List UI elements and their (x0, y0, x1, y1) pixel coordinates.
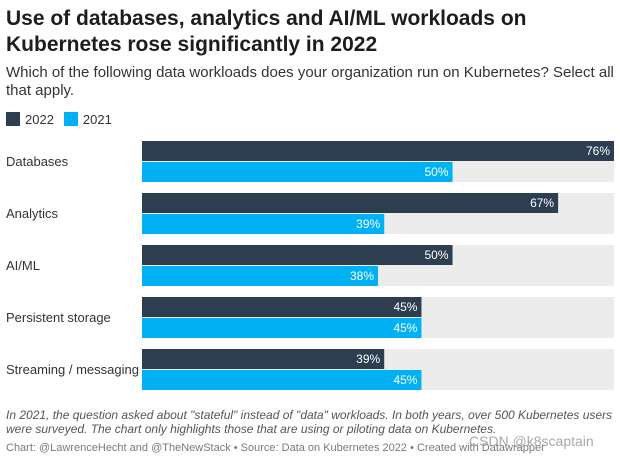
data-label-2022-analytics: 67% (530, 196, 554, 210)
category-label-ai-ml: AI/ML (6, 258, 40, 273)
data-label-2021-databases: 50% (424, 165, 448, 179)
legend: 2022 2021 (6, 111, 122, 127)
chart-subtitle: Which of the following data workloads do… (6, 64, 614, 99)
chart-source: Chart: @LawrenceHecht and @TheNewStack •… (6, 442, 545, 454)
data-label-2021-ai-ml: 38% (350, 269, 374, 283)
bar-2022-streaming-messaging (142, 349, 385, 369)
bar-2021-analytics (142, 214, 385, 234)
legend-item-2022: 2022 (6, 112, 54, 127)
chart-notes: In 2021, the question asked about "state… (6, 408, 613, 436)
legend-item-2021: 2021 (63, 111, 112, 127)
data-label-2022-persistent-storage: 45% (393, 300, 417, 314)
chart-title: Use of databases, analytics and AI/ML wo… (6, 7, 527, 56)
data-label-2021-streaming-messaging: 45% (393, 373, 417, 387)
bar-2021-persistent-storage (142, 318, 422, 338)
data-label-2022-ai-ml: 50% (424, 248, 448, 262)
bar-2021-streaming-messaging (142, 370, 422, 390)
category-label-databases: Databases (6, 154, 69, 169)
legend-label-2022: 2022 (25, 111, 54, 127)
bar-2022-analytics (142, 193, 559, 213)
data-label-2022-databases: 76% (586, 144, 610, 158)
bar-2022-persistent-storage (142, 297, 422, 317)
bar-2022-databases (142, 141, 614, 161)
category-label-streaming-messaging: Streaming / messaging (6, 362, 139, 377)
bar-2021-databases (142, 162, 453, 182)
category-label-persistent-storage: Persistent storage (6, 310, 111, 325)
data-label-2022-streaming-messaging: 39% (356, 352, 380, 366)
category-label-analytics: Analytics (6, 206, 59, 221)
data-label-2021-persistent-storage: 45% (393, 321, 417, 335)
legend-label-2021: 2021 (82, 111, 112, 127)
legend-swatch-2021 (63, 112, 78, 126)
bar-2022-ai-ml (142, 245, 453, 265)
bar-chart: Databases 76% 50% Analytics 67% 39% AI/ML 50% 38… (6, 141, 614, 390)
bar-2021-ai-ml (142, 266, 378, 286)
watermark: CSDN @k8scaptain (469, 433, 594, 449)
data-label-2021-analytics: 39% (356, 217, 380, 231)
legend-swatch-2022 (6, 112, 20, 126)
